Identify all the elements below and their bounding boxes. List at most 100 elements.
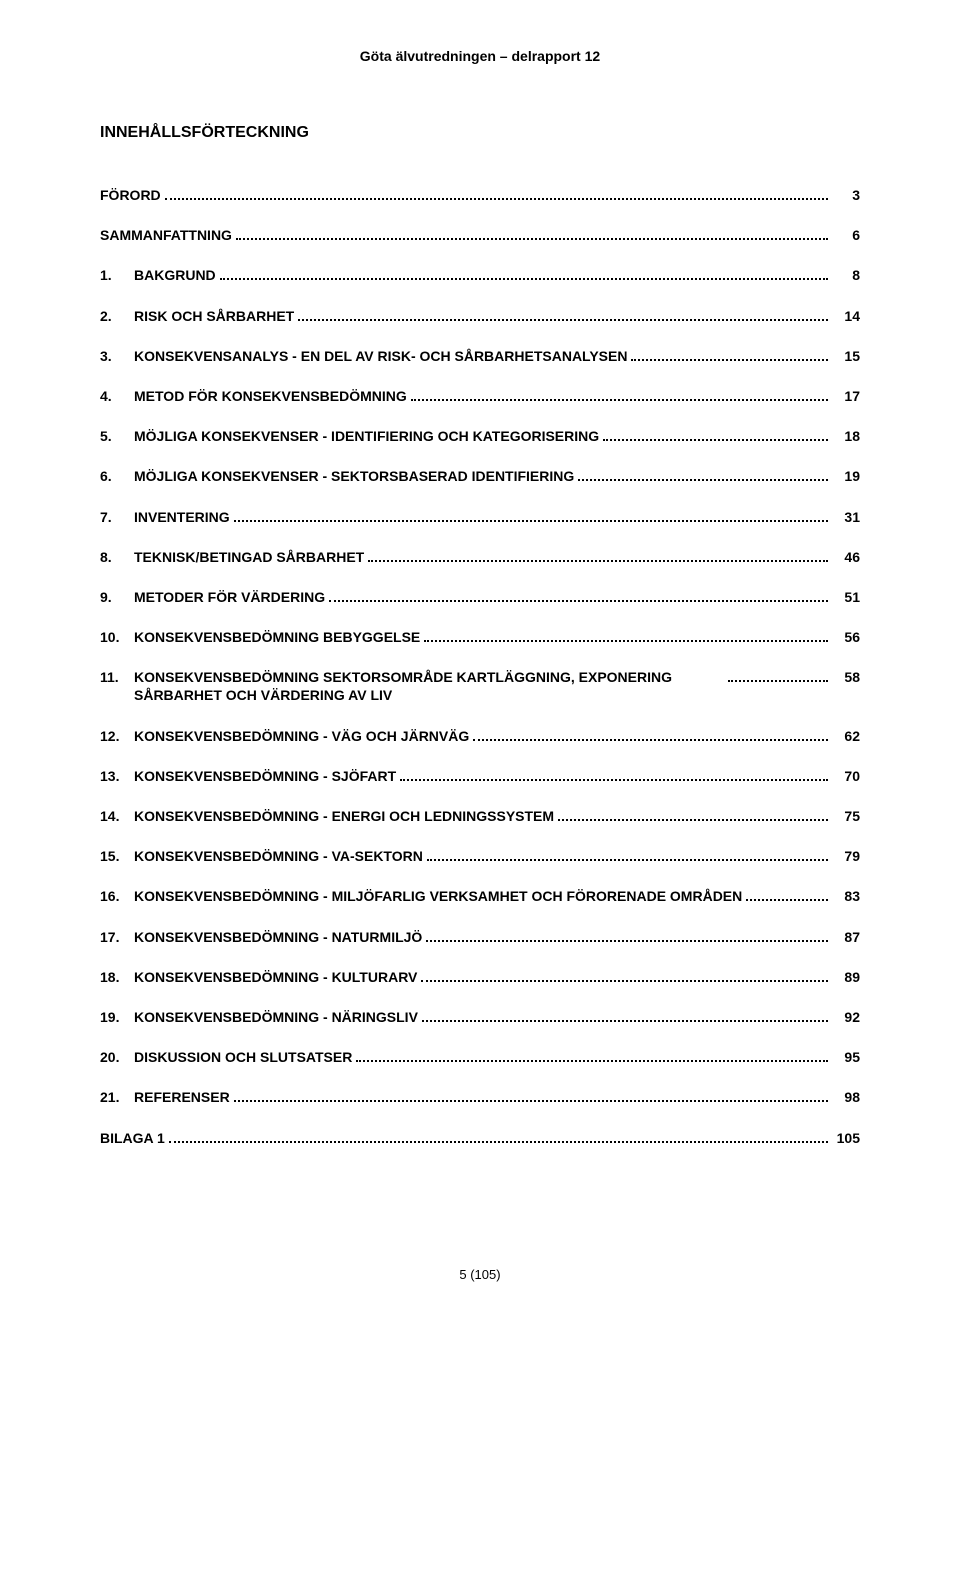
toc-entry-text: REFERENSER bbox=[134, 1088, 230, 1106]
toc-entry-page: 31 bbox=[832, 508, 860, 526]
toc-entry-number: 18. bbox=[100, 968, 134, 986]
toc-leader bbox=[603, 430, 828, 441]
toc-entry-page: 87 bbox=[832, 928, 860, 946]
toc-entry-page: 14 bbox=[832, 307, 860, 325]
toc-leader bbox=[427, 850, 828, 861]
toc-entry: 16.KONSEKVENSBEDÖMNING - MILJÖFARLIG VER… bbox=[100, 887, 860, 905]
toc-entry-text: KONSEKVENSBEDÖMNING - VÄG OCH JÄRNVÄG bbox=[134, 727, 469, 745]
toc-entry-text: METODER FÖR VÄRDERING bbox=[134, 588, 325, 606]
toc-entry-text: KONSEKVENSBEDÖMNING - SJÖFART bbox=[134, 767, 396, 785]
toc-leader bbox=[234, 510, 828, 521]
toc-entry-number: 11. bbox=[100, 668, 134, 686]
toc-leader bbox=[422, 1011, 828, 1022]
toc-leader bbox=[424, 631, 828, 642]
toc-entry-number: 4. bbox=[100, 387, 134, 405]
toc-entry: 3.KONSEKVENSANALYS - EN DEL AV RISK- OCH… bbox=[100, 347, 860, 365]
page-footer: 5 (105) bbox=[100, 1267, 860, 1282]
toc-leader bbox=[411, 390, 828, 401]
toc-entry-page: 3 bbox=[832, 186, 860, 204]
toc-entry-text: DISKUSSION OCH SLUTSATSER bbox=[134, 1048, 352, 1066]
toc-leader bbox=[426, 930, 828, 941]
toc-entry-number: 16. bbox=[100, 887, 134, 905]
toc-entry-text: KONSEKVENSBEDÖMNING - VA-SEKTORN bbox=[134, 847, 423, 865]
toc-entry-text: INVENTERING bbox=[134, 508, 230, 526]
toc-entry-page: 92 bbox=[832, 1008, 860, 1026]
toc-entry: 1.BAKGRUND 8 bbox=[100, 266, 860, 284]
toc-entry: 15.KONSEKVENSBEDÖMNING - VA-SEKTORN 79 bbox=[100, 847, 860, 865]
toc-leader bbox=[298, 309, 828, 320]
toc-entry-number: 17. bbox=[100, 928, 134, 946]
toc-title: INNEHÅLLSFÖRTECKNING bbox=[100, 124, 860, 142]
toc-entry-number: 13. bbox=[100, 767, 134, 785]
toc-leader bbox=[631, 350, 828, 361]
toc-entry-text: KONSEKVENSBEDÖMNING - KULTURARV bbox=[134, 968, 417, 986]
toc-entry: 13.KONSEKVENSBEDÖMNING - SJÖFART 70 bbox=[100, 767, 860, 785]
toc-entry-text: BAKGRUND bbox=[134, 266, 216, 284]
toc-entry-text: BILAGA 1 bbox=[100, 1129, 165, 1147]
toc-leader bbox=[356, 1051, 828, 1062]
toc-entry: BILAGA 1 105 bbox=[100, 1129, 860, 1147]
toc-entry-page: 98 bbox=[832, 1088, 860, 1106]
toc-entry: 20.DISKUSSION OCH SLUTSATSER 95 bbox=[100, 1048, 860, 1066]
toc-entry-number: 7. bbox=[100, 508, 134, 526]
toc-leader bbox=[746, 890, 828, 901]
toc-entry-number: 5. bbox=[100, 427, 134, 445]
toc-entry-page: 79 bbox=[832, 847, 860, 865]
toc-entry: 10.KONSEKVENSBEDÖMNING BEBYGGELSE 56 bbox=[100, 628, 860, 646]
toc-leader bbox=[728, 671, 828, 682]
toc-leader bbox=[558, 810, 828, 821]
toc-entry: FÖRORD3 bbox=[100, 186, 860, 204]
toc-entry-number: 2. bbox=[100, 307, 134, 325]
toc-entry-page: 56 bbox=[832, 628, 860, 646]
toc-leader bbox=[400, 770, 828, 781]
toc-entry-page: 19 bbox=[832, 467, 860, 485]
toc-entry-page: 8 bbox=[832, 266, 860, 284]
toc-entry-number: 1. bbox=[100, 266, 134, 284]
toc-leader bbox=[236, 229, 828, 240]
toc-entry-number: 6. bbox=[100, 467, 134, 485]
toc-entry: 7.INVENTERING 31 bbox=[100, 508, 860, 526]
page-header: Göta älvutredningen – delrapport 12 bbox=[100, 48, 860, 64]
toc-leader bbox=[421, 971, 828, 982]
toc-leader bbox=[368, 551, 828, 562]
toc-leader bbox=[578, 470, 828, 481]
toc-entry-number: 20. bbox=[100, 1048, 134, 1066]
toc-list: FÖRORD3SAMMANFATTNING61.BAKGRUND82.RISK … bbox=[100, 186, 860, 1147]
toc-entry-number: 10. bbox=[100, 628, 134, 646]
toc-entry-text: KONSEKVENSBEDÖMNING - NÄRINGSLIV bbox=[134, 1008, 418, 1026]
toc-entry-text: KONSEKVENSBEDÖMNING BEBYGGELSE bbox=[134, 628, 420, 646]
toc-entry-page: 17 bbox=[832, 387, 860, 405]
toc-entry-page: 46 bbox=[832, 548, 860, 566]
toc-entry-page: 70 bbox=[832, 767, 860, 785]
toc-entry-page: 95 bbox=[832, 1048, 860, 1066]
toc-entry-number: 19. bbox=[100, 1008, 134, 1026]
toc-entry-text: KONSEKVENSANALYS - EN DEL AV RISK- OCH S… bbox=[134, 347, 627, 365]
toc-entry-text: KONSEKVENSBEDÖMNING SEKTORSOMRÅDE KARTLÄ… bbox=[134, 668, 724, 704]
toc-entry-page: 62 bbox=[832, 727, 860, 745]
toc-entry: 5.MÖJLIGA KONSEKVENSER - IDENTIFIERING O… bbox=[100, 427, 860, 445]
toc-entry-page: 18 bbox=[832, 427, 860, 445]
toc-entry-number: 3. bbox=[100, 347, 134, 365]
toc-entry: 8.TEKNISK/BETINGAD SÅRBARHET46 bbox=[100, 548, 860, 566]
toc-entry: 21.REFERENSER 98 bbox=[100, 1088, 860, 1106]
toc-entry-text: SAMMANFATTNING bbox=[100, 226, 232, 244]
toc-entry-text: MÖJLIGA KONSEKVENSER - SEKTORSBASERAD ID… bbox=[134, 467, 574, 485]
toc-entry-page: 58 bbox=[832, 668, 860, 686]
toc-entry-page: 105 bbox=[832, 1129, 860, 1147]
toc-entry: 19.KONSEKVENSBEDÖMNING - NÄRINGSLIV 92 bbox=[100, 1008, 860, 1026]
toc-entry-text: TEKNISK/BETINGAD SÅRBARHET bbox=[134, 548, 364, 566]
toc-leader bbox=[165, 189, 828, 200]
toc-entry-text: RISK OCH SÅRBARHET bbox=[134, 307, 294, 325]
toc-entry-number: 15. bbox=[100, 847, 134, 865]
toc-leader bbox=[220, 269, 828, 280]
toc-entry: 2.RISK OCH SÅRBARHET 14 bbox=[100, 307, 860, 325]
toc-entry-page: 75 bbox=[832, 807, 860, 825]
toc-entry: 18.KONSEKVENSBEDÖMNING - KULTURARV89 bbox=[100, 968, 860, 986]
toc-entry-page: 83 bbox=[832, 887, 860, 905]
toc-entry-number: 14. bbox=[100, 807, 134, 825]
toc-entry-number: 21. bbox=[100, 1088, 134, 1106]
toc-entry-page: 51 bbox=[832, 588, 860, 606]
toc-entry: 11.KONSEKVENSBEDÖMNING SEKTORSOMRÅDE KAR… bbox=[100, 668, 860, 704]
toc-leader bbox=[329, 591, 828, 602]
toc-entry-text: KONSEKVENSBEDÖMNING - NATURMILJÖ bbox=[134, 928, 422, 946]
